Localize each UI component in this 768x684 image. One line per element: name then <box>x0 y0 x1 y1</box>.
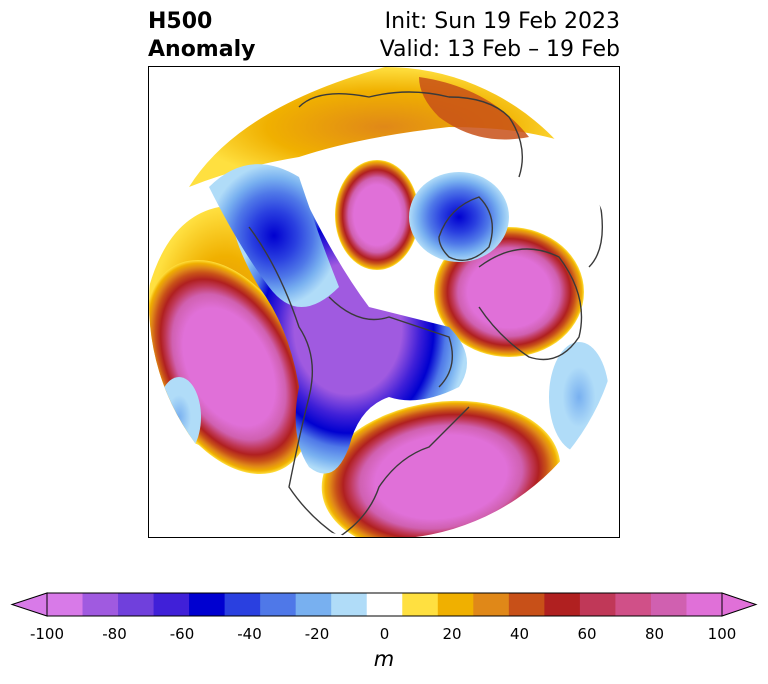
colorbar-tick-label: 0 <box>379 625 390 643</box>
colorbar-cell <box>47 593 84 616</box>
negative-anomaly-atlantic <box>549 342 609 452</box>
colorbar-cells <box>47 593 723 616</box>
colorbar-outline <box>46 592 723 617</box>
colorbar-cell <box>153 593 190 616</box>
colorbar-cell <box>118 593 155 616</box>
colorbar-cell <box>579 593 616 616</box>
colorbar-cell <box>650 593 687 616</box>
map-panel <box>148 66 620 538</box>
coastline-europe <box>478 248 583 361</box>
colorbar-tick-label: -80 <box>102 625 127 643</box>
colorbar-cell <box>508 593 545 616</box>
colorbar-cell <box>473 593 510 616</box>
colorbar-cell <box>260 593 297 616</box>
colorbar-cell <box>189 593 226 616</box>
coastlines <box>248 91 604 537</box>
colorbar-tick-label: -60 <box>169 625 195 643</box>
colorbar-unit: m <box>373 647 395 671</box>
colorbar-cell <box>331 593 368 616</box>
coastline-north-america-west <box>248 226 340 537</box>
negative-anomaly-pacific-edge <box>157 377 201 457</box>
colorbar-cell <box>402 593 439 616</box>
coastline-hudson-bay <box>328 296 453 388</box>
colorbar-cell <box>437 593 474 616</box>
colorbar-tick-label: 80 <box>644 625 665 643</box>
colorbar-cell <box>615 593 652 616</box>
colorbar-cell <box>82 593 119 616</box>
colorbar-cell <box>224 593 261 616</box>
valid-period-label: Valid: 13 Feb – 19 Feb <box>379 37 620 62</box>
map-title: H500 Anomaly <box>148 8 255 64</box>
map-subtitle: Init: Sun 19 Feb 2023 Valid: 13 Feb – 19… <box>380 8 620 64</box>
colorbar-tick-label: -20 <box>304 625 330 643</box>
colorbar-graphic <box>10 592 758 617</box>
colorbar-tick-label: 40 <box>509 625 530 643</box>
colorbar-extend-low <box>10 592 48 617</box>
title-variable: H500 <box>148 9 213 34</box>
colorbar-cell <box>544 593 581 616</box>
colorbar-tick-label: -40 <box>237 625 262 643</box>
colorbar: -100 -80 -60 -40 -20 0 20 40 60 80 100 m <box>0 585 768 684</box>
colorbar-tick-label: -100 <box>29 625 65 643</box>
anomaly-map <box>149 67 619 537</box>
colorbar-extend-high <box>721 592 758 617</box>
init-time-label: Init: Sun 19 Feb 2023 <box>384 9 620 34</box>
coastline-eurasia-arctic <box>298 91 524 178</box>
anomaly-field <box>149 67 619 537</box>
colorbar-tick-label: 100 <box>707 625 737 643</box>
title-field: Anomaly <box>148 37 256 62</box>
colorbar-cell <box>295 593 332 616</box>
colorbar-cell <box>686 593 723 616</box>
negative-anomaly-greenland <box>409 172 509 262</box>
colorbar-cell <box>366 593 403 616</box>
coastline-greenland <box>438 196 493 261</box>
positive-anomaly-arctic <box>335 160 419 270</box>
negative-anomaly-west <box>209 164 339 307</box>
positive-anomaly-north-core <box>419 77 529 140</box>
coastline-gulf <box>338 406 470 537</box>
colorbar-tick-label: 60 <box>577 625 597 643</box>
colorbar-tick-label: 20 <box>442 625 462 643</box>
